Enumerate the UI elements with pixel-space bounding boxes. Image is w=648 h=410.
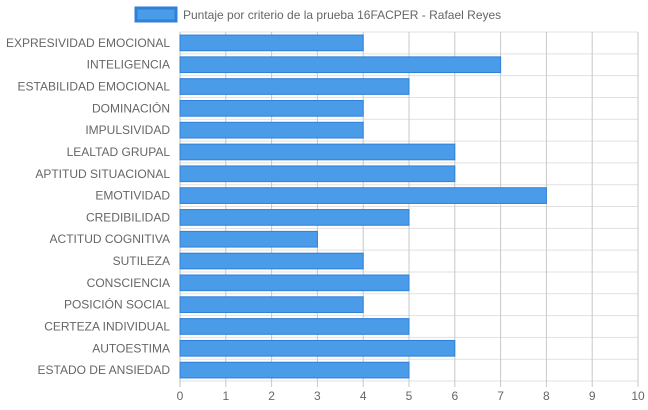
bar[interactable] (179, 230, 318, 248)
bar[interactable] (179, 187, 547, 204)
x-tick-label: 3 (314, 389, 321, 403)
category-label: CREDIBILIDAD (86, 210, 170, 224)
bar[interactable] (179, 318, 410, 335)
category-label: LEALTAD GRUPAL (67, 145, 171, 159)
category-label: CONSCIENCIA (87, 276, 170, 290)
x-tick-label: 4 (360, 389, 367, 403)
category-label: POSICIÓN SOCIAL (64, 297, 170, 312)
bar[interactable] (179, 78, 410, 95)
x-tick-label: 2 (268, 389, 275, 403)
category-label: ESTABILIDAD EMOCIONAL (18, 80, 171, 94)
x-tick-label: 6 (451, 389, 458, 403)
bar[interactable] (179, 296, 364, 314)
category-label: IMPULSIVIDAD (85, 123, 170, 137)
x-tick-label: 9 (589, 389, 596, 403)
category-label: EXPRESIVIDAD EMOCIONAL (6, 36, 170, 50)
bar[interactable] (179, 56, 502, 74)
x-tick-label: 10 (631, 389, 645, 403)
x-tick-label: 0 (177, 389, 184, 403)
category-label: CERTEZA INDIVIDUAL (44, 319, 170, 333)
legend-label: Puntaje por criterio de la prueba 16FACP… (183, 8, 501, 22)
legend-swatch[interactable] (134, 6, 178, 23)
category-label: AUTOESTIMA (92, 341, 170, 355)
bar[interactable] (179, 165, 456, 183)
bar[interactable] (179, 143, 456, 161)
legend: Puntaje por criterio de la prueba 16FACP… (134, 6, 501, 23)
bar[interactable] (179, 361, 410, 379)
bar[interactable] (179, 121, 364, 139)
bar[interactable] (179, 34, 364, 52)
bar[interactable] (179, 339, 456, 357)
x-tick-label: 7 (497, 389, 504, 403)
bars (179, 34, 547, 379)
x-tick-label: 8 (543, 389, 550, 403)
bar[interactable] (179, 252, 364, 270)
bar[interactable] (179, 99, 364, 117)
bar[interactable] (179, 209, 410, 226)
bar[interactable] (179, 274, 410, 292)
category-label: INTELIGENCIA (87, 58, 170, 72)
category-label: DOMINACIÓN (92, 100, 170, 115)
category-labels: EXPRESIVIDAD EMOCIONAL INTELIGENCIA ESTABI… (6, 36, 170, 377)
category-label: EMOTIVIDAD (95, 189, 170, 203)
x-tick-label: 5 (406, 389, 413, 403)
category-label: APTITUD SITUACIONAL (35, 167, 170, 181)
category-label: ESTADO DE ANSIEDAD (38, 363, 171, 377)
x-tick-label: 1 (222, 389, 229, 403)
category-label: ACTITUD COGNITIVA (50, 232, 170, 246)
x-tick-labels: 0 1 2 3 4 5 6 7 8 9 10 (177, 389, 645, 403)
category-label: SUTILEZA (113, 254, 170, 268)
